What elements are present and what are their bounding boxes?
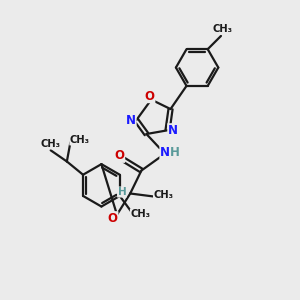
Text: O: O <box>108 212 118 225</box>
Text: CH₃: CH₃ <box>130 209 150 219</box>
Text: N: N <box>168 124 178 137</box>
Text: N: N <box>160 146 170 159</box>
Text: H: H <box>170 146 180 159</box>
Text: CH₃: CH₃ <box>212 25 232 34</box>
Text: O: O <box>145 90 155 103</box>
Text: H: H <box>118 187 126 197</box>
Text: O: O <box>115 149 124 162</box>
Text: CH₃: CH₃ <box>154 190 173 200</box>
Text: CH₃: CH₃ <box>70 135 90 145</box>
Text: N: N <box>126 114 136 127</box>
Text: CH₃: CH₃ <box>40 139 60 149</box>
